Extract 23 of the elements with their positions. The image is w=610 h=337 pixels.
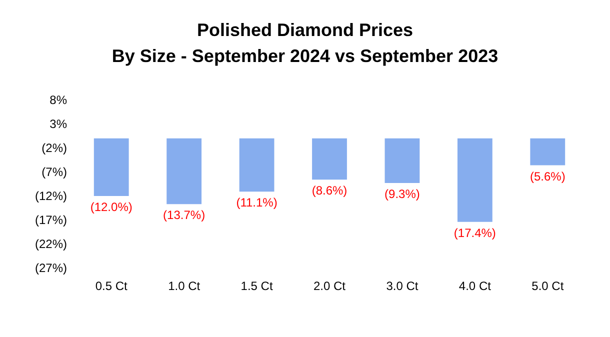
x-tick-label: 3.0 Ct bbox=[386, 279, 419, 293]
y-tick-label: 3% bbox=[50, 117, 68, 131]
data-label: (5.6%) bbox=[530, 169, 566, 184]
x-tick-label: 4.0 Ct bbox=[458, 279, 492, 293]
x-tick-label: 1.0 Ct bbox=[168, 279, 201, 293]
data-label: (13.7%) bbox=[163, 208, 206, 222]
x-tick-label: 0.5 Ct bbox=[95, 279, 128, 293]
data-label: (9.3%) bbox=[384, 187, 420, 202]
x-tick-label: 2.0 Ct bbox=[313, 279, 346, 293]
x-tick-label: 1.5 Ct bbox=[240, 279, 274, 293]
x-tick-label: 5.0 Ct bbox=[532, 279, 564, 293]
y-tick-label: (2%) bbox=[42, 141, 67, 155]
y-tick-label: (7%) bbox=[42, 165, 67, 179]
y-tick-label: 8% bbox=[50, 93, 68, 107]
y-tick-label: (22%) bbox=[34, 237, 67, 251]
data-label: (11.1%) bbox=[236, 196, 278, 210]
y-tick-label: (12%) bbox=[34, 189, 67, 203]
chart-title: Polished Diamond Prices By Size - September 2024 vs September 2023 bbox=[112, 20, 498, 66]
data-label: (8.6%) bbox=[312, 184, 348, 198]
y-tick-label: (27%) bbox=[34, 261, 67, 275]
data-label: (17.4%) bbox=[454, 226, 496, 240]
y-tick-label: (17%) bbox=[34, 213, 67, 227]
data-label: (12.0%) bbox=[90, 200, 132, 214]
